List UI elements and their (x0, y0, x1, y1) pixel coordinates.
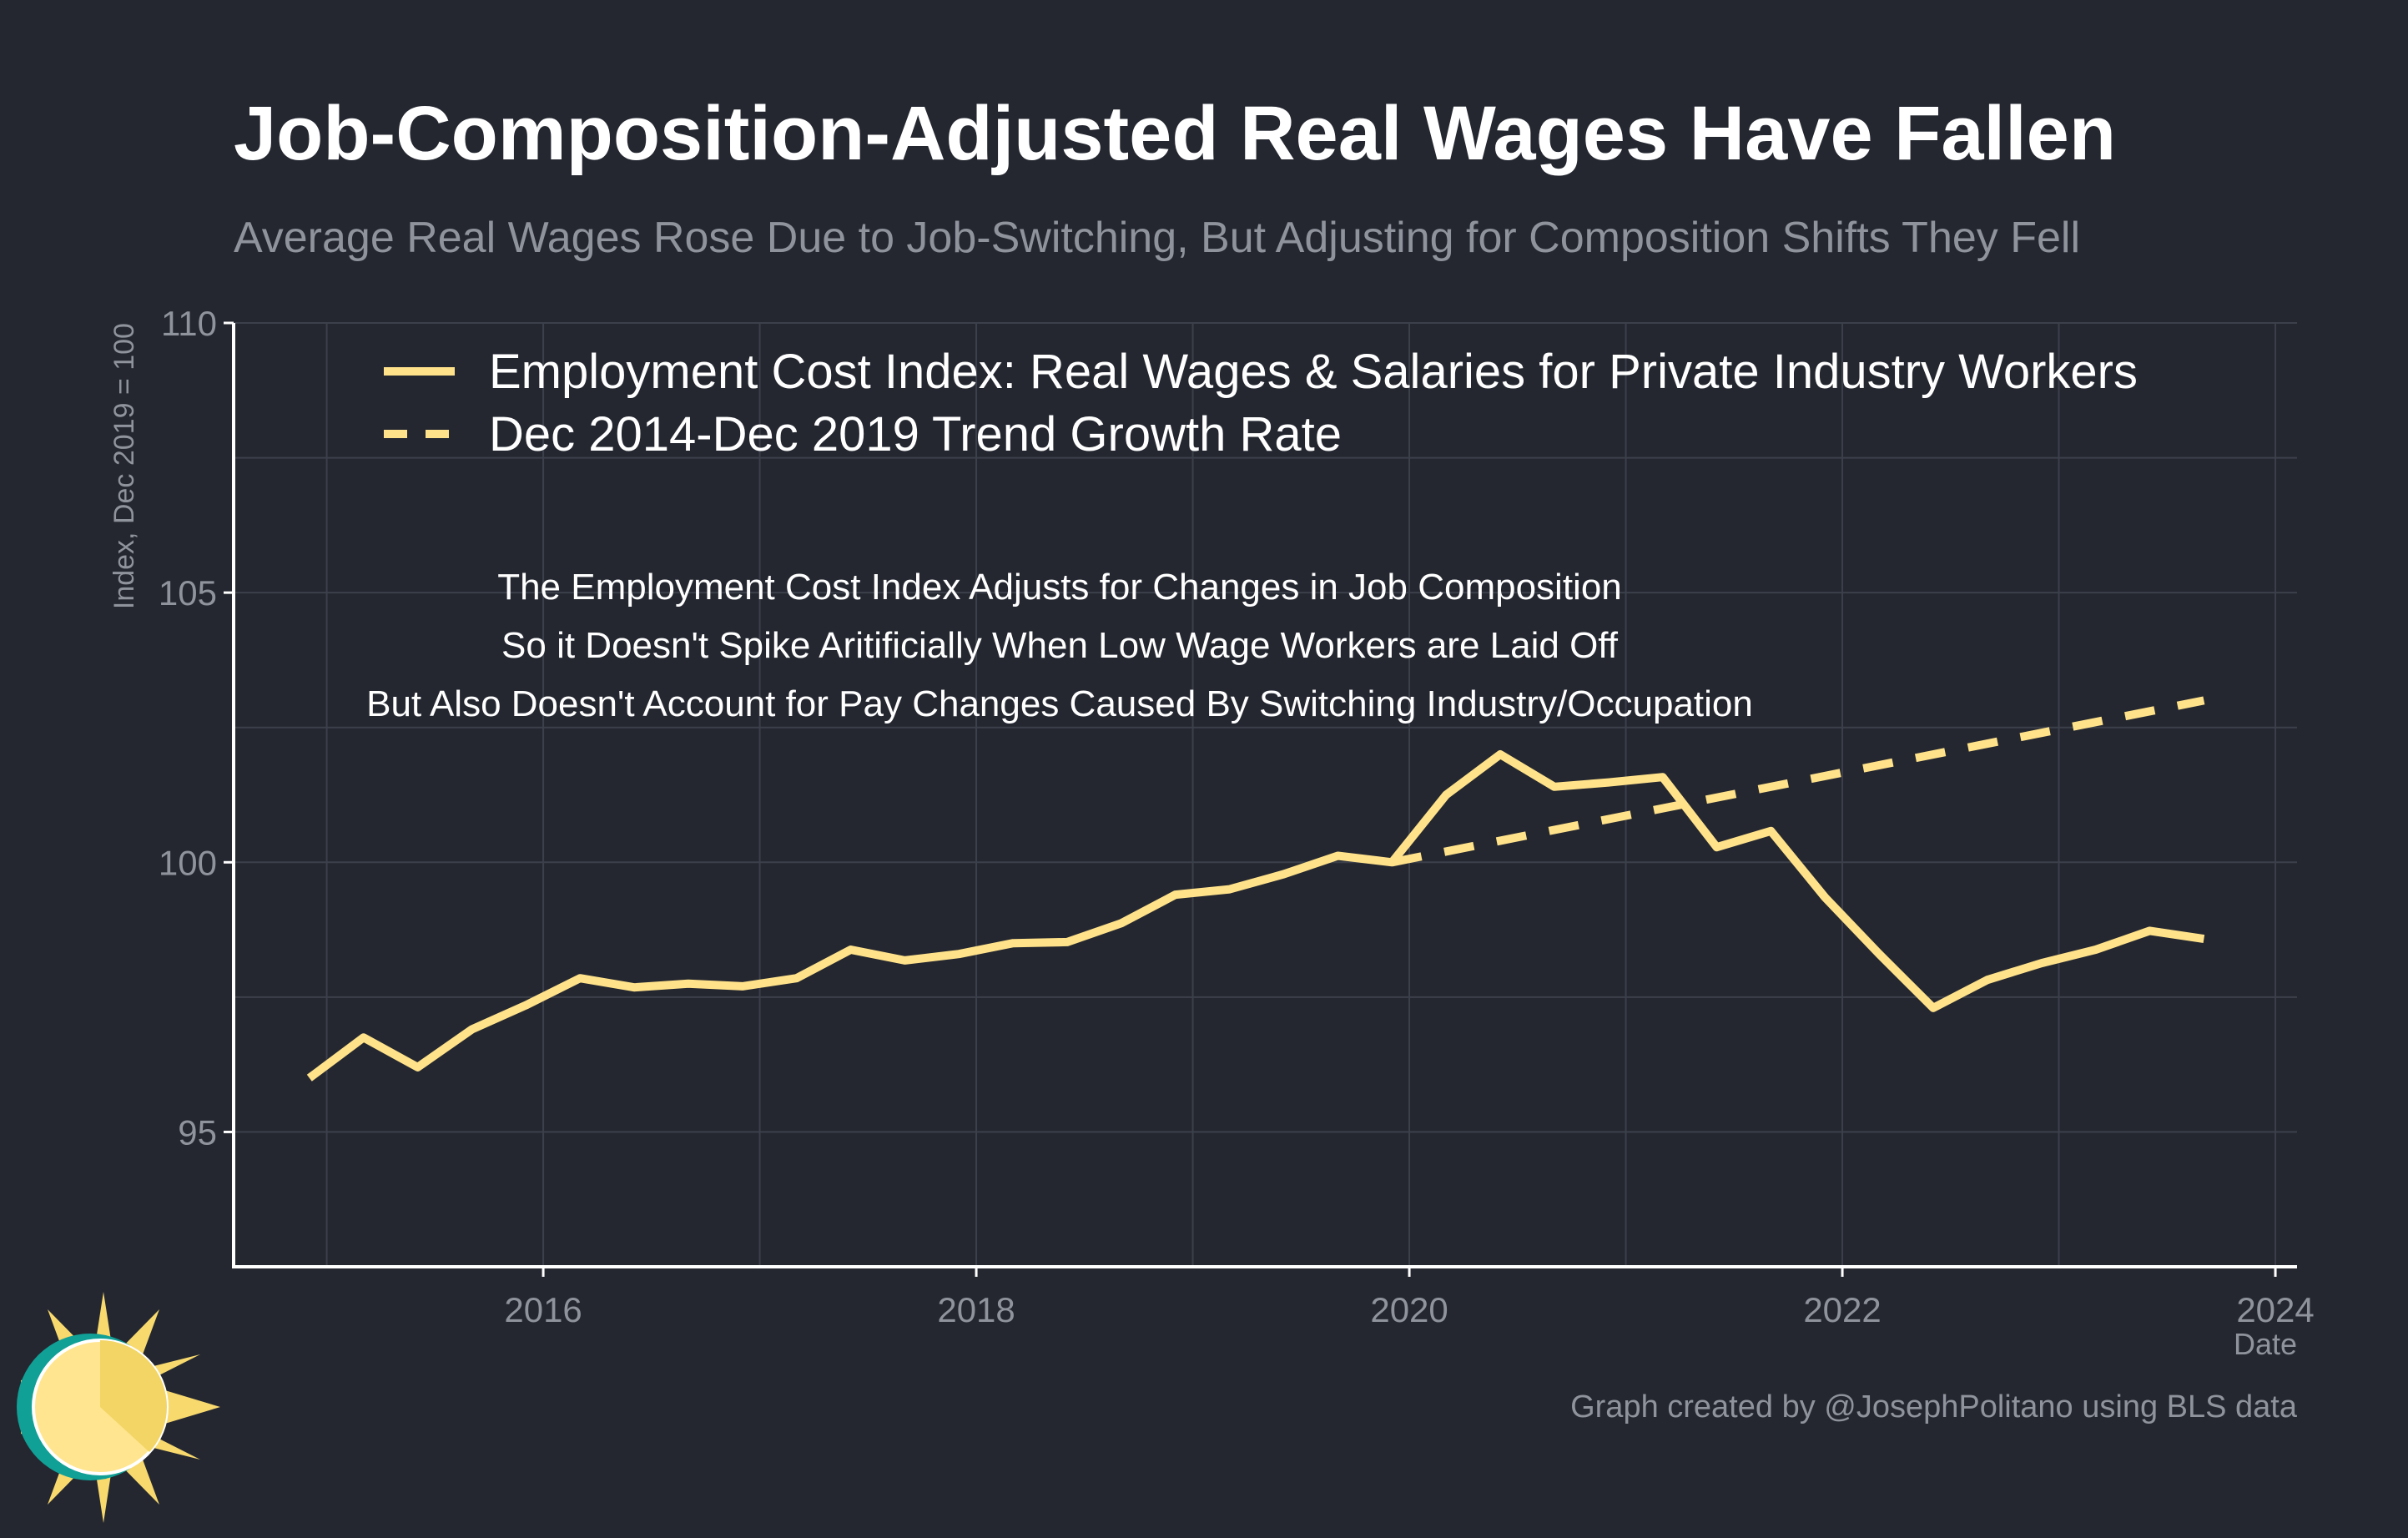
y-tick-label: 100 (159, 843, 217, 882)
legend-label: Employment Cost Index: Real Wages & Sala… (489, 345, 2138, 399)
x-tick-label: 2020 (1370, 1290, 1448, 1329)
source-credit: Graph created by @JosephPolitano using B… (1570, 1389, 2297, 1425)
series-lines (306, 696, 2205, 1082)
annotation-line: But Also Doesn't Account for Pay Changes… (366, 683, 1753, 724)
y-tick-label: 105 (159, 573, 217, 613)
x-tick-label: 2022 (1803, 1290, 1881, 1329)
x-tick-label: 2016 (504, 1290, 582, 1329)
sun-shade (100, 1340, 167, 1452)
legend: Employment Cost Index: Real Wages & Sala… (384, 345, 2138, 461)
legend-label: Dec 2014-Dec 2019 Trend Growth Rate (489, 407, 1342, 461)
annotation-block: The Employment Cost Index Adjusts for Ch… (366, 567, 1753, 724)
eci-real-wages-line (306, 750, 2205, 1082)
annotation-line: The Employment Cost Index Adjusts for Ch… (497, 567, 1622, 608)
y-tick-label: 110 (161, 304, 217, 343)
y-tick-label: 95 (178, 1112, 217, 1152)
y-axis-label: Index, Dec 2019 = 100 (108, 323, 140, 609)
chart-subtitle: Average Real Wages Rose Due to Job-Switc… (234, 214, 2081, 262)
x-tick-label: 2024 (2236, 1290, 2314, 1329)
trend-line (1391, 696, 2205, 867)
x-axis-label: Date (2234, 1327, 2297, 1361)
grid-lines (234, 322, 2297, 1268)
sun-logo-icon (17, 1292, 220, 1523)
chart-title: Job-Composition-Adjusted Real Wages Have… (234, 91, 2117, 176)
x-tick-label: 2018 (937, 1290, 1015, 1329)
annotation-line: So it Doesn't Spike Aritificially When L… (501, 625, 1619, 666)
